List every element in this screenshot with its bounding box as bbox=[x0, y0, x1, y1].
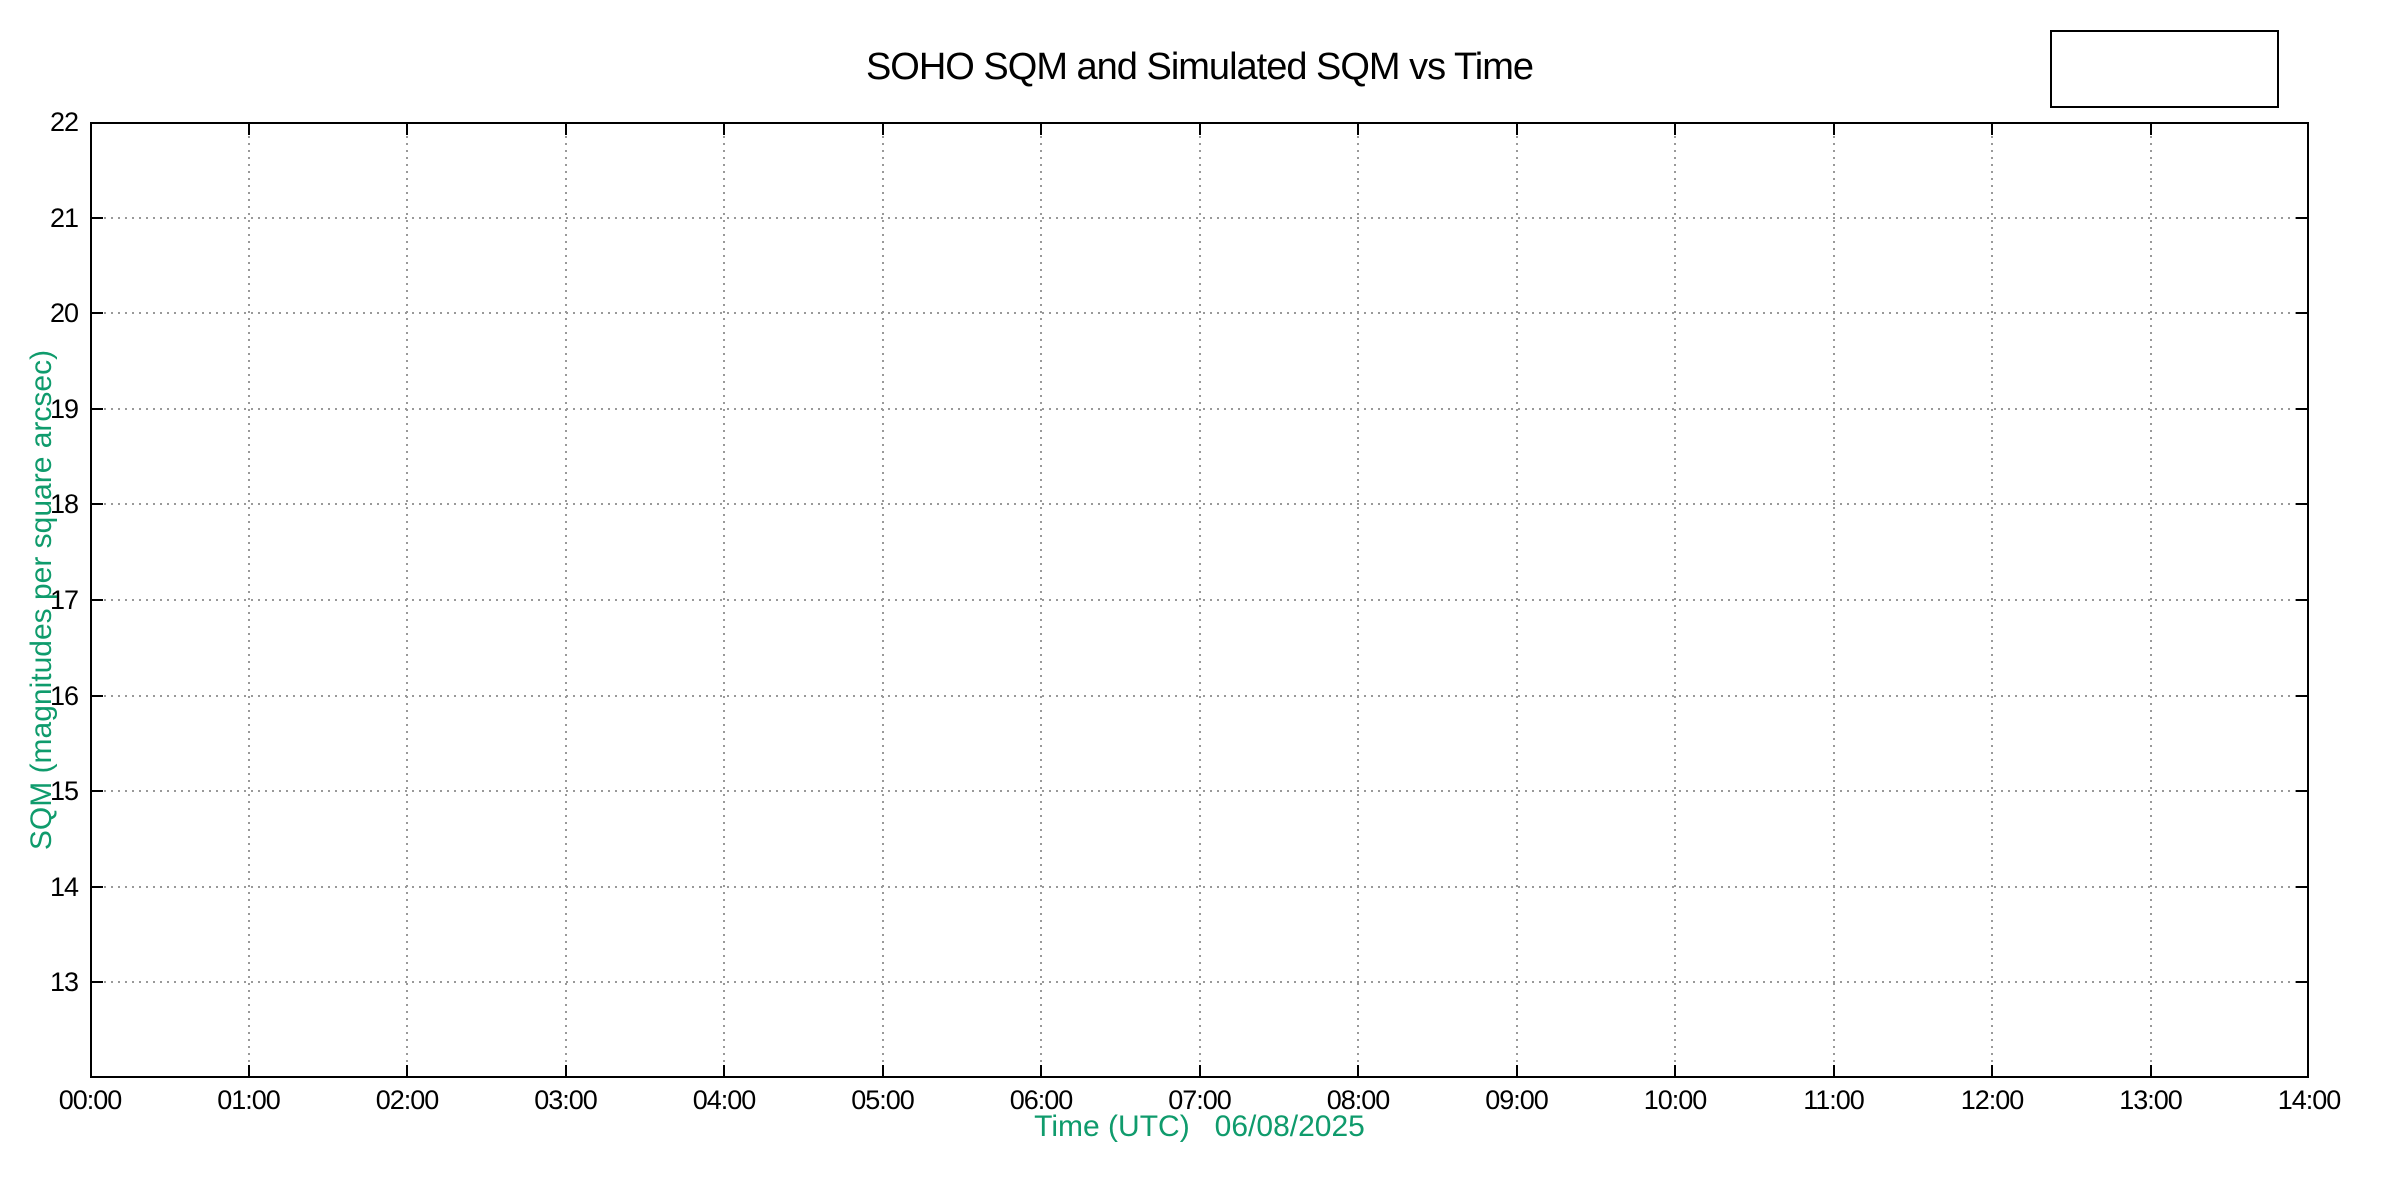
x-tick-label: 03:00 bbox=[534, 1085, 598, 1115]
y-tick-mark-left bbox=[90, 503, 103, 506]
y-tick-mark-right bbox=[2296, 407, 2309, 410]
x-tick-label: 13:00 bbox=[2119, 1085, 2183, 1115]
y-tick-label: 15 bbox=[49, 776, 79, 807]
y-axis-label: SQM (magnitudes per square arcsec) bbox=[25, 349, 58, 851]
y-tick-mark-left bbox=[90, 216, 103, 219]
x-tick-label: 02:00 bbox=[375, 1085, 440, 1115]
x-tick-label: 10:00 bbox=[1643, 1085, 1708, 1115]
y-tick-label: 19 bbox=[49, 393, 79, 424]
y-gridline bbox=[90, 312, 2309, 315]
x-tick-mark-top bbox=[723, 122, 725, 135]
x-tick-mark-bottom bbox=[1357, 1065, 1359, 1078]
y-tick-label: 18 bbox=[49, 489, 79, 520]
x-tick-mark-top bbox=[1357, 122, 1359, 135]
y-tick-label: 17 bbox=[49, 585, 79, 615]
x-tick-mark-bottom bbox=[2149, 1065, 2152, 1078]
x-tick-label: 07:00 bbox=[1168, 1085, 1232, 1115]
y-tick-mark-right bbox=[2296, 790, 2309, 793]
y-tick-mark-left bbox=[90, 885, 103, 888]
x-tick-label: 05:00 bbox=[851, 1085, 915, 1115]
x-tick-label: 14:00 bbox=[2277, 1085, 2342, 1115]
x-tick-mark-bottom bbox=[564, 1065, 567, 1078]
y-tick-mark-right bbox=[2296, 503, 2309, 506]
x-tick-mark-bottom bbox=[723, 1065, 725, 1078]
y-tick-label: 21 bbox=[49, 202, 79, 233]
x-tick-label: 12:00 bbox=[1960, 1085, 2025, 1115]
x-tick-mark-bottom bbox=[1674, 1065, 1676, 1078]
y-tick-mark-left bbox=[90, 599, 103, 601]
x-tick-mark-top bbox=[1832, 122, 1835, 135]
y-tick-mark-left bbox=[90, 312, 103, 315]
y-gridline bbox=[90, 599, 2309, 601]
y-gridline bbox=[90, 790, 2309, 793]
y-tick-label: 22 bbox=[49, 107, 79, 137]
x-tick-label: 06:00 bbox=[1009, 1085, 1074, 1115]
y-tick-label: 14 bbox=[49, 871, 79, 902]
x-tick-mark-top bbox=[881, 122, 884, 135]
y-gridline bbox=[90, 694, 2309, 697]
x-tick-mark-top bbox=[1198, 122, 1201, 135]
x-tick-label: 09:00 bbox=[1485, 1085, 1549, 1115]
x-tick-mark-top bbox=[1991, 122, 1993, 135]
y-tick-mark-right bbox=[2296, 694, 2309, 697]
y-tick-mark-right bbox=[2296, 599, 2309, 601]
y-tick-mark-left bbox=[90, 407, 103, 410]
x-tick-mark-bottom bbox=[1040, 1065, 1042, 1078]
y-tick-mark-left bbox=[90, 790, 103, 793]
y-gridline bbox=[90, 216, 2309, 219]
x-tick-label: 01:00 bbox=[217, 1085, 281, 1115]
x-tick-label: 00:00 bbox=[58, 1085, 123, 1115]
y-tick-mark-left bbox=[90, 694, 103, 697]
x-tick-mark-top bbox=[1515, 122, 1518, 135]
y-tick-mark-left bbox=[90, 981, 103, 984]
x-tick-mark-bottom bbox=[406, 1065, 408, 1078]
y-tick-label: 13 bbox=[49, 967, 79, 998]
y-gridline bbox=[90, 981, 2309, 984]
y-gridline bbox=[90, 885, 2309, 888]
x-tick-mark-top bbox=[2149, 122, 2152, 135]
x-tick-mark-top bbox=[247, 122, 250, 135]
y-tick-mark-right bbox=[2296, 981, 2309, 984]
x-tick-mark-top bbox=[564, 122, 567, 135]
x-tick-mark-top bbox=[1040, 122, 1042, 135]
x-axis-label: Time (UTC) 06/08/2025 bbox=[1034, 1110, 1365, 1143]
y-tick-label: 20 bbox=[49, 298, 79, 329]
x-tick-mark-top bbox=[1674, 122, 1676, 135]
x-tick-mark-top bbox=[406, 122, 408, 135]
x-tick-mark-bottom bbox=[1198, 1065, 1201, 1078]
legend-box bbox=[2050, 30, 2279, 108]
x-tick-mark-bottom bbox=[1832, 1065, 1835, 1078]
x-tick-label: 04:00 bbox=[692, 1085, 757, 1115]
y-tick-mark-right bbox=[2296, 216, 2309, 219]
y-tick-mark-right bbox=[2296, 312, 2309, 315]
y-tick-label: 16 bbox=[49, 680, 79, 711]
x-tick-mark-bottom bbox=[881, 1065, 884, 1078]
y-gridline bbox=[90, 503, 2309, 506]
x-tick-label: 11:00 bbox=[1803, 1085, 1865, 1115]
x-tick-mark-bottom bbox=[247, 1065, 250, 1078]
x-tick-label: 08:00 bbox=[1326, 1085, 1391, 1115]
x-tick-mark-bottom bbox=[1991, 1065, 1993, 1078]
x-tick-mark-bottom bbox=[1515, 1065, 1518, 1078]
chart-title: SOHO SQM and Simulated SQM vs Time bbox=[865, 46, 1534, 88]
y-gridline bbox=[90, 407, 2309, 410]
y-tick-mark-right bbox=[2296, 885, 2309, 888]
